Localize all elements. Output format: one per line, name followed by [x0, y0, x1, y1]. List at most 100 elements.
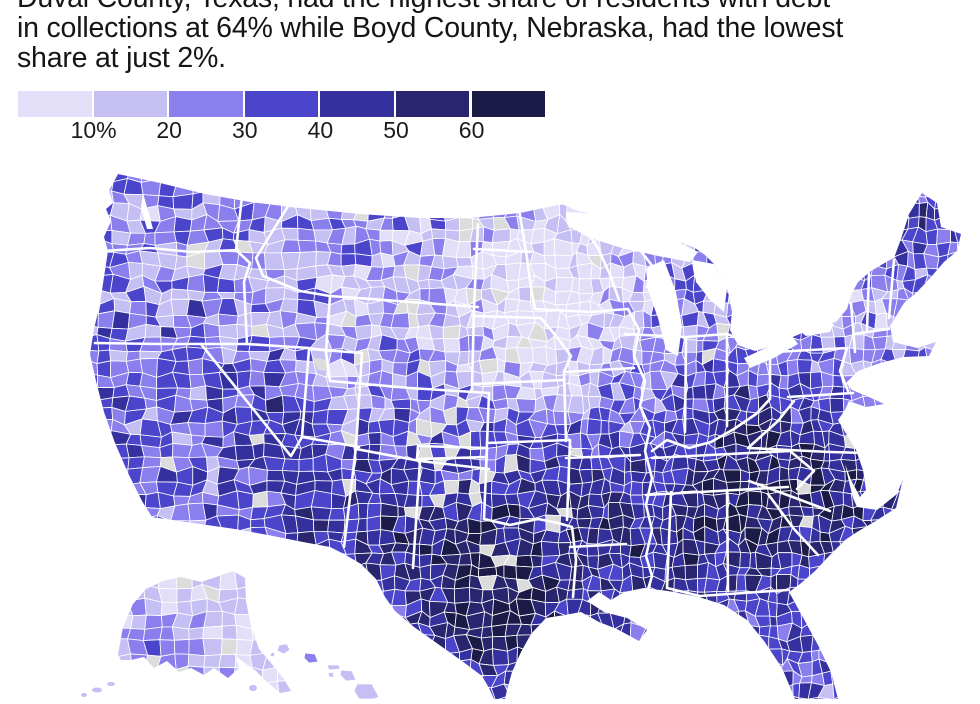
- county[interactable]: [342, 565, 357, 581]
- county[interactable]: [902, 361, 918, 377]
- county[interactable]: [927, 302, 937, 313]
- county[interactable]: [738, 302, 751, 317]
- county[interactable]: [82, 190, 100, 205]
- alaska-inset[interactable]: [82, 557, 327, 699]
- county[interactable]: [883, 686, 897, 699]
- county[interactable]: [126, 502, 145, 518]
- county[interactable]: [282, 228, 299, 240]
- alaska-borough[interactable]: [158, 588, 177, 602]
- county[interactable]: [757, 673, 770, 690]
- county[interactable]: [936, 483, 947, 494]
- county[interactable]: [954, 553, 969, 568]
- county[interactable]: [735, 195, 750, 208]
- county[interactable]: [326, 203, 344, 220]
- county[interactable]: [801, 227, 815, 244]
- county[interactable]: [190, 386, 207, 400]
- county[interactable]: [467, 326, 484, 336]
- county[interactable]: [416, 194, 431, 206]
- county[interactable]: [636, 157, 647, 170]
- county[interactable]: [751, 205, 760, 221]
- alaska-borough[interactable]: [279, 692, 297, 699]
- county[interactable]: [96, 431, 111, 448]
- county[interactable]: [924, 518, 937, 534]
- county[interactable]: [686, 611, 693, 628]
- county[interactable]: [944, 301, 959, 317]
- county[interactable]: [923, 291, 938, 303]
- county[interactable]: [855, 659, 861, 675]
- county[interactable]: [248, 613, 265, 626]
- county[interactable]: [872, 242, 887, 250]
- county[interactable]: [675, 639, 687, 649]
- alaska-borough[interactable]: [101, 599, 115, 613]
- alaska-borough[interactable]: [143, 627, 162, 641]
- county[interactable]: [94, 398, 113, 409]
- county[interactable]: [653, 687, 664, 697]
- county[interactable]: [936, 473, 947, 483]
- county[interactable]: [767, 215, 780, 231]
- county[interactable]: [924, 574, 939, 593]
- county[interactable]: [799, 217, 815, 233]
- county[interactable]: [96, 470, 114, 484]
- county[interactable]: [543, 650, 560, 666]
- county[interactable]: [222, 544, 235, 554]
- county[interactable]: [516, 191, 532, 208]
- county[interactable]: [935, 349, 950, 363]
- county[interactable]: [799, 600, 814, 617]
- alaska-borough[interactable]: [143, 559, 162, 575]
- county[interactable]: [894, 217, 908, 230]
- alaska-borough[interactable]: [237, 587, 249, 599]
- county[interactable]: [125, 540, 141, 556]
- county[interactable]: [696, 658, 707, 671]
- county[interactable]: [810, 206, 820, 220]
- county[interactable]: [893, 181, 907, 195]
- county[interactable]: [280, 598, 300, 615]
- county[interactable]: [367, 615, 384, 628]
- county[interactable]: [631, 459, 647, 473]
- county[interactable]: [79, 420, 98, 433]
- county[interactable]: [97, 230, 111, 243]
- county[interactable]: [924, 364, 940, 376]
- county[interactable]: [849, 695, 865, 699]
- county[interactable]: [871, 229, 883, 243]
- county[interactable]: [810, 589, 823, 603]
- county[interactable]: [955, 323, 968, 340]
- county[interactable]: [395, 624, 410, 640]
- county[interactable]: [770, 193, 782, 207]
- county[interactable]: [777, 322, 787, 336]
- county[interactable]: [844, 435, 854, 449]
- county[interactable]: [297, 531, 316, 545]
- county[interactable]: [861, 539, 873, 558]
- county[interactable]: [682, 625, 695, 640]
- county[interactable]: [786, 157, 801, 173]
- county[interactable]: [883, 419, 896, 435]
- county[interactable]: [279, 171, 297, 182]
- county[interactable]: [949, 206, 957, 214]
- county[interactable]: [736, 670, 747, 685]
- county[interactable]: [623, 204, 636, 218]
- county[interactable]: [875, 651, 886, 661]
- county[interactable]: [160, 543, 176, 555]
- county[interactable]: [429, 325, 444, 339]
- county[interactable]: [651, 635, 663, 649]
- county[interactable]: [172, 155, 191, 172]
- county[interactable]: [140, 555, 162, 565]
- county[interactable]: [441, 167, 458, 181]
- county[interactable]: [329, 509, 345, 521]
- county[interactable]: [652, 168, 667, 184]
- county[interactable]: [954, 539, 969, 555]
- county[interactable]: [560, 192, 568, 205]
- county[interactable]: [535, 674, 546, 688]
- county[interactable]: [516, 695, 532, 699]
- county[interactable]: [895, 168, 907, 183]
- county[interactable]: [569, 635, 579, 652]
- county[interactable]: [94, 517, 114, 529]
- county[interactable]: [311, 551, 330, 569]
- county[interactable]: [857, 470, 866, 480]
- county[interactable]: [788, 219, 801, 233]
- county[interactable]: [797, 360, 812, 373]
- county[interactable]: [882, 578, 898, 588]
- county[interactable]: [516, 687, 535, 696]
- alaska-borough[interactable]: [235, 598, 251, 614]
- county[interactable]: [912, 614, 929, 629]
- county[interactable]: [863, 457, 877, 471]
